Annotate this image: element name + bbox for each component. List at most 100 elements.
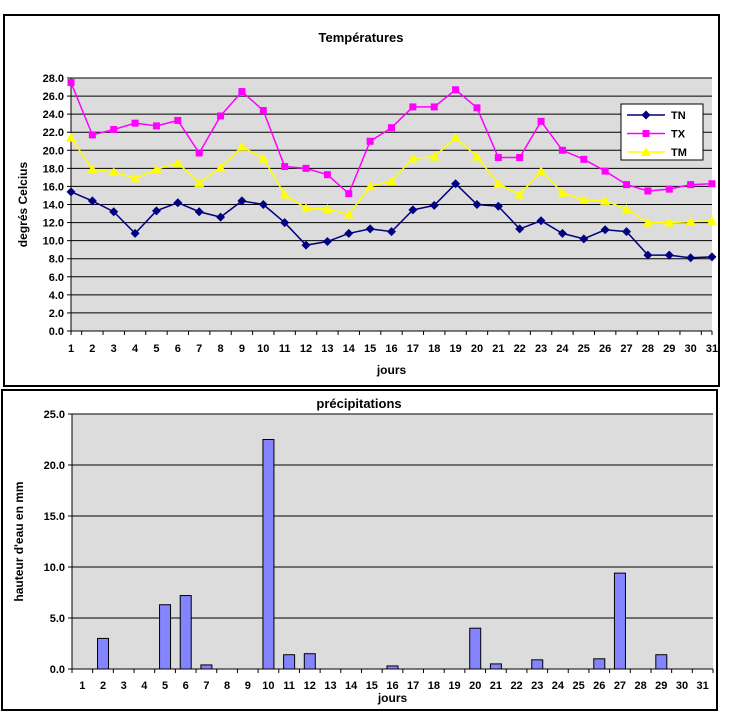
- x-tick-label: 2: [89, 343, 95, 355]
- x-tick-label: 26: [599, 343, 611, 355]
- x-tick-label: 9: [245, 680, 251, 692]
- triangle-marker: [557, 187, 568, 197]
- y-tick-label: 2.0: [49, 308, 64, 320]
- square-marker: [388, 124, 395, 132]
- diamond-marker: [664, 250, 674, 260]
- square-marker: [131, 119, 139, 127]
- x-tick-label: 3: [111, 343, 117, 355]
- y-tick-label: 8.0: [49, 254, 64, 266]
- diamond-marker: [600, 225, 610, 235]
- diamond-marker: [641, 110, 651, 120]
- square-marker: [345, 190, 353, 198]
- x-tick-label: 5: [153, 343, 159, 355]
- x-tick-label: 23: [535, 343, 547, 355]
- x-tick-label: 13: [324, 680, 336, 692]
- y-tick-label: 22.0: [43, 127, 64, 139]
- bar-day-23: [531, 659, 544, 670]
- x-tick-label: 27: [614, 680, 626, 692]
- x-tick-label: 7: [203, 680, 209, 692]
- square-marker: [238, 88, 246, 96]
- y-tick-label: 28.0: [43, 73, 64, 85]
- x-tick-label: 30: [676, 680, 688, 692]
- x-axis: 1 2 3 4 5 6 7 8 9 10 11 12 13 14 15 16 17 18 19 20 21 22 23 24 2…: [71, 669, 714, 692]
- x-tick-label: 20: [471, 343, 483, 355]
- y-tick-label: 24.0: [43, 109, 64, 121]
- x-tick-label: 17: [407, 343, 419, 355]
- diamond-marker: [151, 206, 161, 216]
- y-tick-label: 12.0: [43, 218, 64, 230]
- diamond-marker: [130, 228, 140, 238]
- triangle-marker: [301, 203, 312, 213]
- x-tick-label: 18: [428, 343, 440, 355]
- square-marker: [366, 137, 374, 145]
- x-tick-label: 14: [343, 343, 356, 355]
- x-tick-label: 15: [366, 680, 378, 692]
- x-tick-label: 27: [620, 343, 632, 355]
- precipitations-chart-panel: 0.0 5.0 10.0 15.0 20.0 25.0 1 2 3 4 5 6 7 8 9 10 11 12 13 1…: [1, 389, 718, 711]
- x-tick-label: 17: [407, 680, 419, 692]
- temperatures-chart: 0.0 2.0 4.0 6.0 8.0 10.0 12.0 14.0 16.0 18.0 20.0 2…: [16, 30, 718, 377]
- series-TN: [66, 179, 717, 263]
- diamond-marker: [87, 196, 97, 206]
- diamond-marker: [216, 212, 226, 222]
- diamond-marker: [622, 227, 632, 237]
- x-tick-label: 15: [364, 343, 376, 355]
- diamond-marker: [344, 228, 354, 238]
- triangle-marker: [429, 151, 440, 161]
- diamond-marker: [472, 200, 482, 209]
- x-tick-label: 10: [257, 343, 269, 355]
- series-TX: [67, 79, 716, 198]
- x-tick-label: 18: [428, 680, 440, 692]
- square-marker: [409, 103, 417, 111]
- diamond-marker: [707, 252, 717, 262]
- triangle-marker: [108, 166, 119, 176]
- triangle-marker: [322, 204, 333, 214]
- temperatures-chart-panel: 0.0 2.0 4.0 6.0 8.0 10.0 12.0 14.0 16.0 18.0 20.0 2…: [3, 14, 720, 387]
- triangle-marker: [493, 178, 504, 188]
- triangle-marker: [66, 132, 76, 142]
- diamond-marker: [301, 240, 311, 250]
- x-tick-label: 20: [469, 680, 481, 692]
- y-tick-label: 6.0: [49, 272, 64, 284]
- diamond-marker: [451, 179, 461, 189]
- x-tick-label: 14: [345, 680, 358, 692]
- x-tick-label: 24: [552, 680, 565, 692]
- y-axis-title: degrés Celcius: [16, 161, 30, 247]
- x-tick-label: 28: [642, 343, 654, 355]
- triangle-marker: [258, 153, 269, 163]
- bar-day-26: [593, 658, 606, 670]
- x-tick-label: 11: [283, 680, 295, 692]
- x-tick-label: 30: [685, 343, 697, 355]
- bar-day-2: [97, 637, 110, 670]
- diamond-marker: [557, 228, 567, 238]
- triangle-marker: [365, 181, 376, 191]
- y-tick-label: 4.0: [49, 290, 64, 302]
- diamond-marker: [66, 187, 76, 197]
- y-tick-label: 20.0: [43, 145, 64, 157]
- x-axis: 1 2 3 4 5 6 7 8 9 10 11 12 13 14 15 16 17 18 19 20 21 22 23 24 2…: [68, 331, 718, 355]
- square-marker: [195, 149, 203, 157]
- square-marker: [601, 167, 609, 175]
- diamond-marker: [429, 200, 439, 210]
- triangle-marker: [578, 194, 589, 204]
- diamond-marker: [173, 198, 183, 208]
- square-marker: [537, 117, 545, 125]
- x-tick-label: 29: [655, 680, 667, 692]
- square-marker: [323, 171, 331, 179]
- bar-day-20: [469, 627, 482, 670]
- square-marker: [302, 164, 310, 172]
- x-tick-label: 26: [593, 680, 605, 692]
- bar-day-10: [262, 439, 275, 670]
- diamond-marker: [258, 200, 268, 209]
- y-axis-title: hauteur d'eau en mm: [12, 481, 26, 601]
- triangle-marker: [172, 157, 183, 167]
- y-tick-label: 26.0: [43, 91, 64, 103]
- triangle-marker: [664, 217, 675, 227]
- bar-day-27: [613, 572, 626, 670]
- triangle-marker: [215, 162, 226, 172]
- square-marker: [110, 126, 118, 134]
- y-tick-label: 15.0: [44, 511, 65, 523]
- x-tick-label: 21: [492, 343, 504, 355]
- legend: TN TX TM: [620, 103, 704, 161]
- square-marker: [708, 180, 716, 188]
